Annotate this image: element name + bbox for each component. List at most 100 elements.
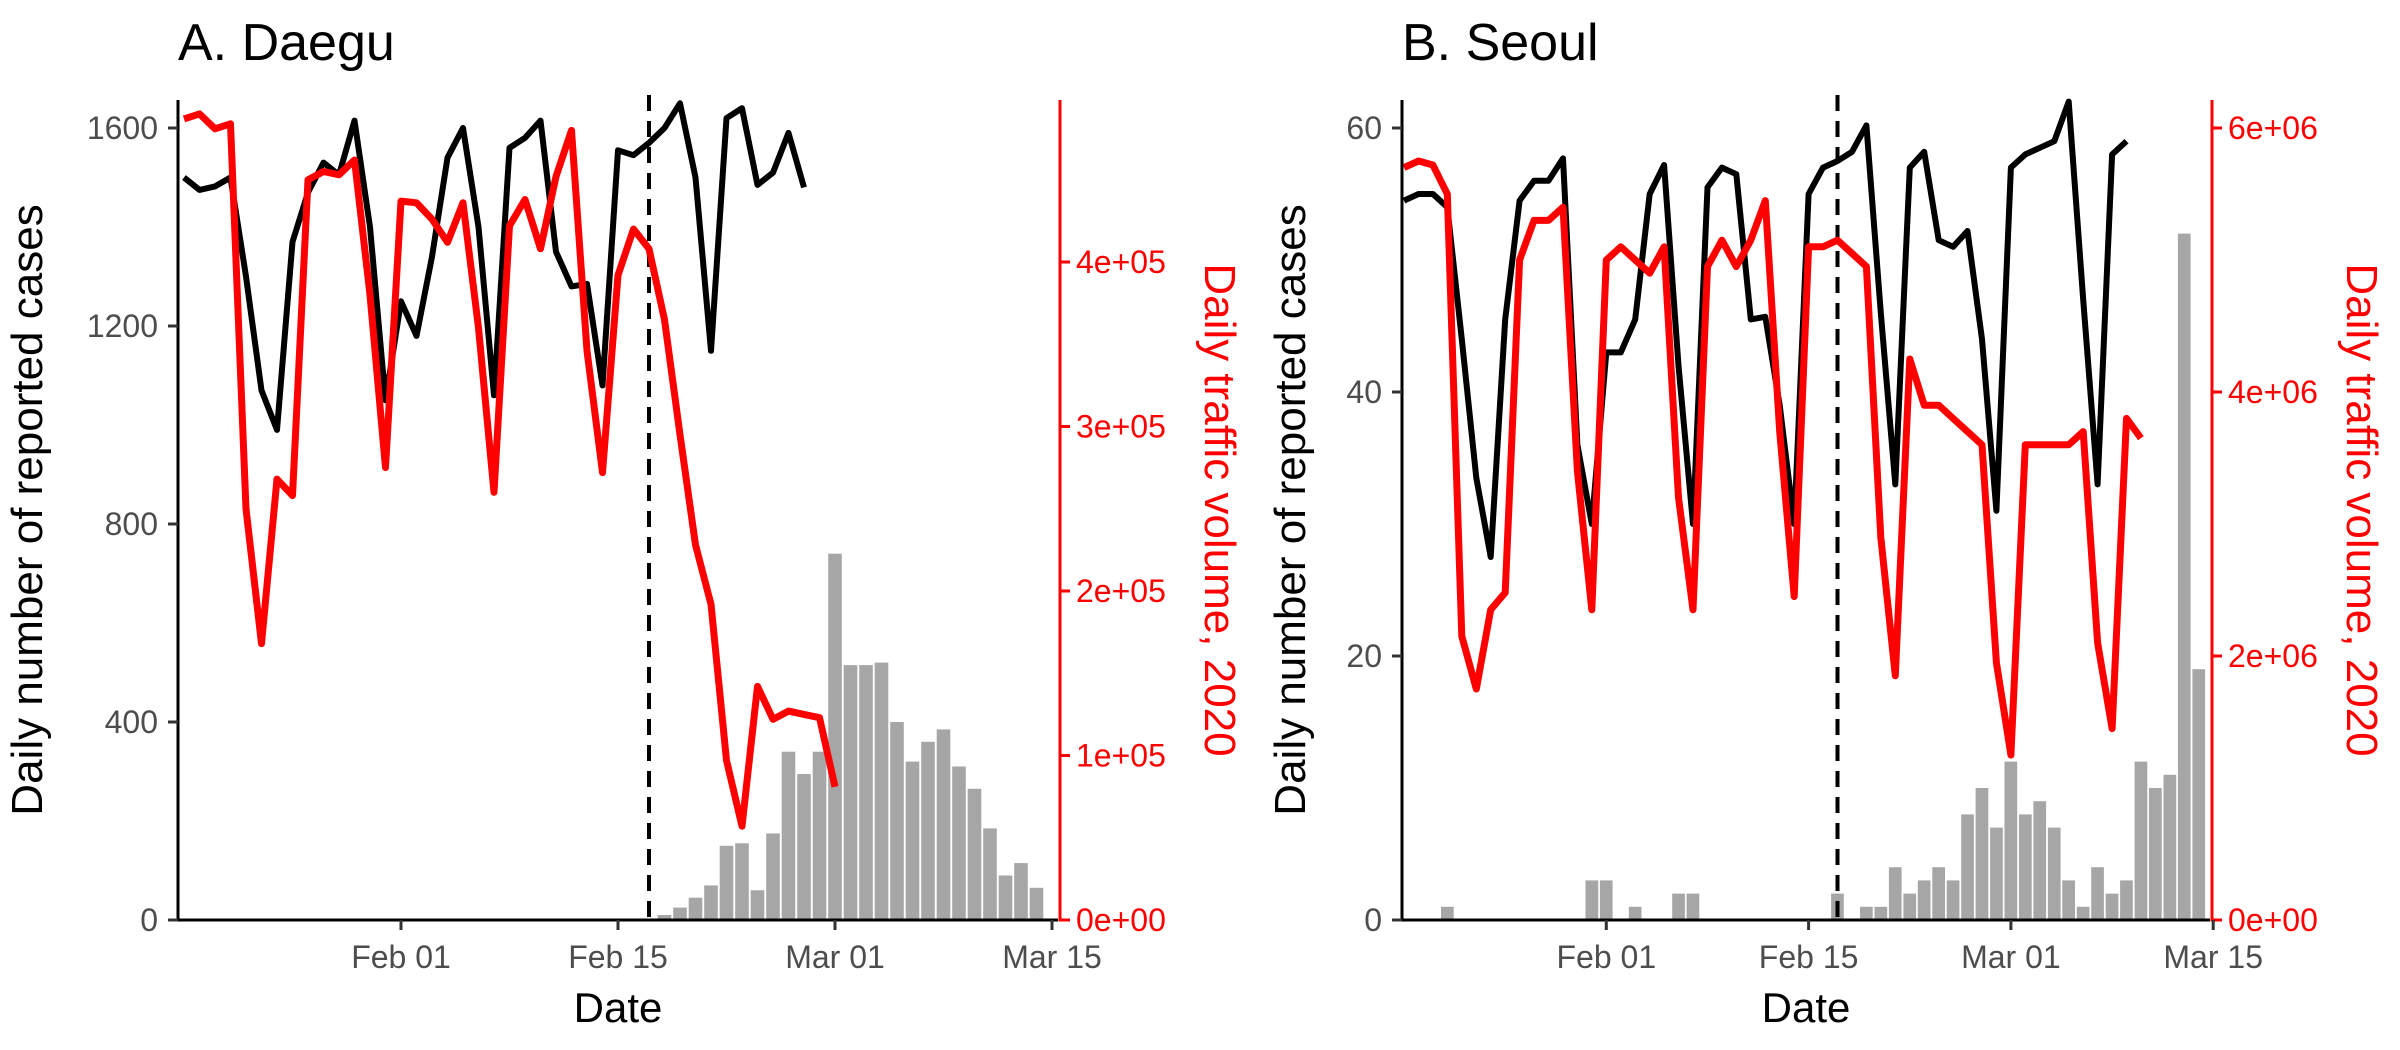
- series-line-2019-traffic: [182, 100, 807, 433]
- right-tick-label: 2e+06: [2228, 638, 2318, 674]
- case-bar: [1441, 906, 1454, 920]
- case-bar: [812, 751, 827, 920]
- case-bar: [2120, 880, 2133, 920]
- case-bar: [983, 828, 997, 920]
- case-bar: [952, 766, 966, 920]
- case-bar: [1874, 906, 1888, 920]
- left-tick-label: 60: [1346, 110, 1382, 146]
- case-bar: [1903, 893, 1917, 920]
- case-bar: [1932, 867, 1945, 920]
- case-bar: [2134, 761, 2148, 920]
- case-bar: [673, 907, 687, 920]
- right-tick-label: 6e+06: [2228, 110, 2318, 146]
- x-axis-ticks: Feb 01 Feb 15 Mar 01 Mar 15: [1556, 920, 2263, 975]
- case-bar: [781, 751, 796, 920]
- case-bar: [874, 662, 889, 920]
- case-bar: [998, 875, 1013, 920]
- case-bar: [2177, 233, 2191, 921]
- case-bar: [2047, 827, 2061, 920]
- right-tick-label: 0e+00: [1076, 902, 1166, 938]
- case-bar: [719, 845, 734, 921]
- case-bar: [1014, 863, 1028, 920]
- panel-title: A. Daegu: [178, 14, 395, 72]
- case-bar: [2033, 801, 2047, 920]
- y2-axis-label: Daily traffic volume, 2020: [1195, 263, 1244, 756]
- case-bar: [1946, 880, 1960, 920]
- right-tick-label: 4e+06: [2228, 374, 2318, 410]
- case-bar: [766, 833, 780, 920]
- y-axis-label: Daily number of reported cases: [3, 204, 52, 815]
- case-bar: [921, 741, 935, 920]
- case-bar: [688, 897, 703, 920]
- case-bar: [1628, 906, 1642, 920]
- y-axis-label: Daily number of reported cases: [1266, 204, 1315, 815]
- x-tick-label: Feb 15: [1759, 939, 1859, 975]
- x-tick-label: Feb 01: [1556, 939, 1656, 975]
- left-axis-ticks: 0 400 800 1200 1600: [87, 110, 178, 938]
- left-tick-label: 40: [1346, 374, 1382, 410]
- case-bar: [2019, 814, 2032, 920]
- right-tick-label: 2e+05: [1076, 573, 1166, 609]
- left-tick-label: 800: [105, 506, 158, 542]
- case-bar: [2149, 788, 2162, 920]
- case-bar: [657, 915, 672, 920]
- case-bar: [2192, 669, 2206, 920]
- left-tick-label: 1600: [87, 110, 158, 146]
- x-tick-label: Mar 15: [2163, 939, 2263, 975]
- x-axis-ticks: Feb 01 Feb 15 Mar 01 Mar 15: [351, 920, 1102, 975]
- series-line-2020-traffic: [182, 110, 839, 830]
- case-bar: [828, 553, 842, 920]
- x-tick-label: Feb 15: [568, 939, 668, 975]
- case-bar: [905, 761, 920, 920]
- case-bar: [1917, 880, 1931, 920]
- left-tick-label: 0: [140, 902, 158, 938]
- case-bar: [1599, 880, 1613, 920]
- right-tick-label: 1e+05: [1076, 738, 1166, 774]
- case-bar: [1029, 887, 1044, 920]
- case-bar: [1961, 814, 1974, 920]
- case-bar: [1585, 880, 1599, 920]
- case-bar: [2091, 867, 2104, 920]
- case-bar: [2105, 893, 2119, 920]
- case-bar: [2076, 906, 2090, 920]
- left-tick-label: 0: [1364, 902, 1382, 938]
- case-bar: [735, 843, 749, 920]
- left-tick-label: 20: [1346, 638, 1382, 674]
- case-bar: [750, 890, 765, 920]
- x-axis-label: Date: [574, 984, 663, 1031]
- case-bar: [704, 885, 718, 920]
- case-bar: [1975, 788, 1989, 920]
- case-bar: [967, 788, 982, 920]
- panel-seoul: B. Seoul 0 20 40 60 0e+00 2e+06 4e+06 6e+06 Fe…: [1266, 14, 2386, 1031]
- panel-daegu: A. Daegu 0 400 800 1200 1600 0e+00 1e+05 2e+05…: [3, 14, 1244, 1031]
- case-bar: [843, 665, 858, 920]
- left-axis-ticks: 0 20 40 60: [1346, 110, 1402, 938]
- right-tick-label: 4e+05: [1076, 244, 1166, 280]
- case-bar: [890, 722, 904, 920]
- x-tick-label: Feb 01: [351, 939, 451, 975]
- right-axis-ticks: 0e+00 2e+06 4e+06 6e+06: [2212, 110, 2318, 938]
- right-tick-label: 0e+00: [2228, 902, 2318, 938]
- series-line-2019-traffic: [1402, 98, 2129, 560]
- x-tick-label: Mar 15: [1002, 939, 1102, 975]
- case-bars: [657, 553, 1044, 921]
- right-axis-ticks: 0e+00 1e+05 2e+05 3e+05 4e+05: [1060, 244, 1166, 938]
- case-bar: [1686, 893, 1700, 920]
- right-tick-label: 3e+05: [1076, 409, 1166, 445]
- case-bar: [2062, 880, 2075, 920]
- case-bars: [1441, 233, 2206, 921]
- x-tick-label: Mar 01: [785, 939, 885, 975]
- y2-axis-label: Daily traffic volume, 2020: [2337, 263, 2386, 756]
- case-bar: [1860, 906, 1873, 920]
- panel-title: B. Seoul: [1402, 14, 1599, 72]
- case-bar: [936, 729, 951, 920]
- case-bar: [1990, 827, 2003, 920]
- series-line-2020-traffic: [1402, 157, 2144, 759]
- case-bar: [1888, 867, 1902, 920]
- case-bar: [2004, 761, 2018, 920]
- case-bar: [859, 665, 873, 920]
- x-axis-label: Date: [1762, 984, 1851, 1031]
- left-tick-label: 1200: [87, 308, 158, 344]
- case-bar: [1672, 893, 1685, 920]
